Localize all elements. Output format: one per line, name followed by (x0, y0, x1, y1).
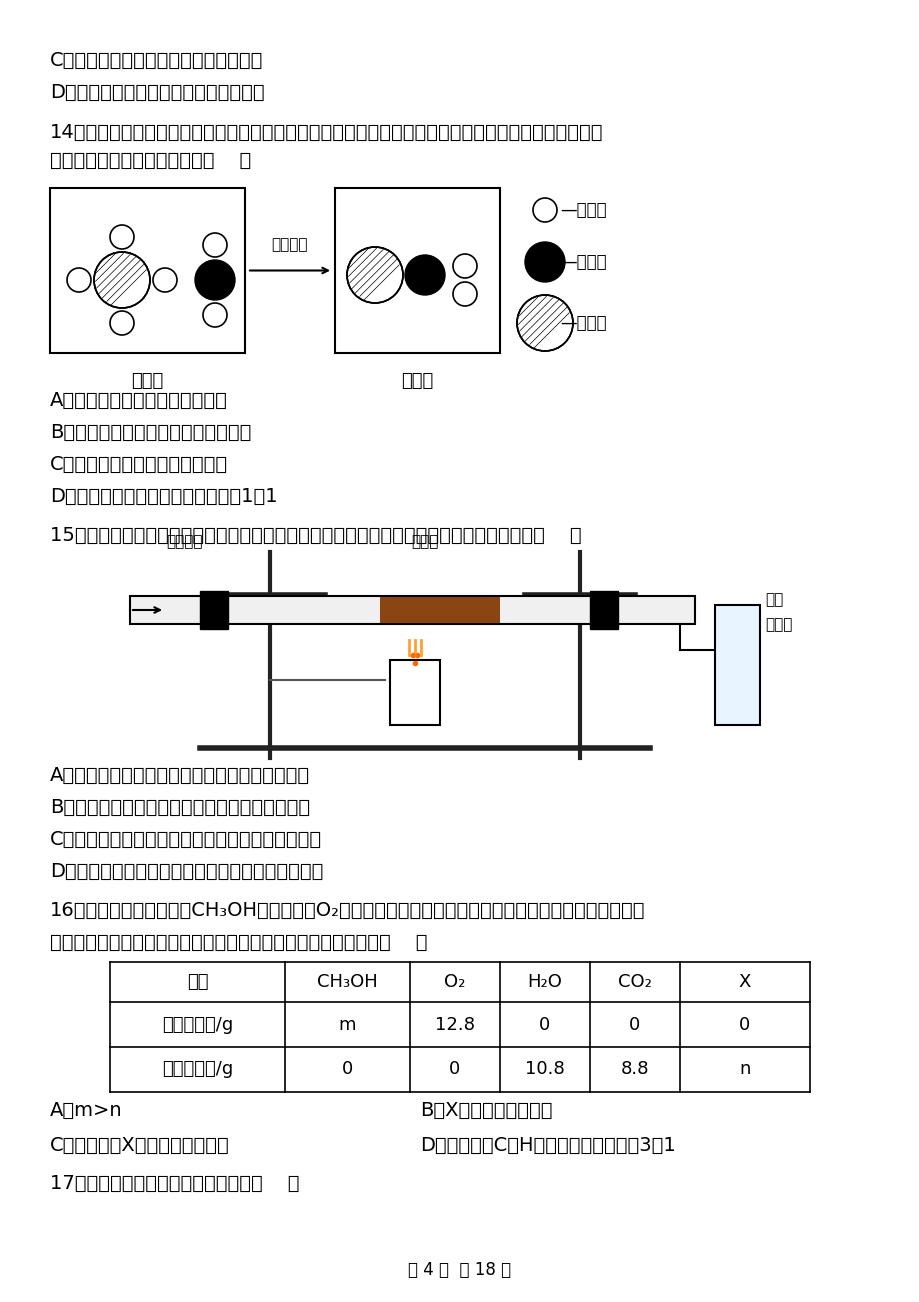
Text: —氢原子: —氢原子 (560, 201, 606, 219)
Text: 反应前质量/g: 反应前质量/g (162, 1016, 233, 1034)
Text: X: X (738, 973, 751, 991)
Circle shape (195, 260, 234, 299)
Circle shape (203, 233, 227, 256)
Circle shape (346, 247, 403, 303)
Text: CH₃OH: CH₃OH (317, 973, 378, 991)
Text: C．反应前后，元素种类发生改变: C．反应前后，元素种类发生改变 (50, 454, 228, 474)
Text: 8.8: 8.8 (620, 1061, 649, 1078)
Text: 15．如图所示是实验室利用一氧化碳还原氧化铁的装置图。关于该实验，下列说法错误的是（    ）: 15．如图所示是实验室利用一氧化碳还原氧化铁的装置图。关于该实验，下列说法错误的… (50, 526, 581, 544)
Circle shape (153, 268, 176, 292)
Text: 反应前: 反应前 (130, 372, 163, 391)
Text: 0: 0 (739, 1016, 750, 1034)
Text: D．生成物中C、H两种元素的质量比为3：1: D．生成物中C、H两种元素的质量比为3：1 (420, 1135, 675, 1155)
Text: 意图。下列有关说法正确的是（    ）: 意图。下列有关说法正确的是（ ） (50, 151, 251, 169)
Text: D．该反应中生成物的分子个数比为1：1: D．该反应中生成物的分子个数比为1：1 (50, 487, 278, 505)
Circle shape (516, 296, 573, 352)
Text: 一氧化碳: 一氧化碳 (166, 535, 203, 549)
Text: 12.8: 12.8 (435, 1016, 474, 1034)
Text: 氧化铁: 氧化铁 (411, 535, 438, 549)
Text: O₂: O₂ (444, 973, 465, 991)
Bar (50, 187, 244, 353)
Text: C．试管中澄清石灰水变浑浊，说明有二氧化碳生成: C．试管中澄清石灰水变浑浊，说明有二氧化碳生成 (50, 829, 322, 849)
Text: 一定条件: 一定条件 (271, 237, 308, 253)
Text: H₂O: H₂O (527, 973, 562, 991)
Text: A．该反应中氢元素的化合价升高: A．该反应中氢元素的化合价升高 (50, 391, 228, 410)
Bar (199, 591, 228, 629)
Text: 0: 0 (342, 1061, 353, 1078)
Circle shape (404, 255, 445, 296)
Bar (380, 598, 499, 622)
Text: 0: 0 (539, 1016, 550, 1034)
Bar (335, 187, 499, 353)
Text: m: m (338, 1016, 356, 1034)
Circle shape (452, 254, 476, 279)
Bar (130, 596, 694, 624)
Text: CO₂: CO₂ (618, 973, 652, 991)
Circle shape (110, 225, 134, 249)
Text: 10.8: 10.8 (525, 1061, 564, 1078)
Text: 物质: 物质 (187, 973, 208, 991)
Bar (589, 591, 618, 629)
Text: D．该反应实现了无机物和有机物的转化: D．该反应实现了无机物和有机物的转化 (50, 82, 265, 102)
Circle shape (67, 268, 91, 292)
Text: 第 4 页  共 18 页: 第 4 页 共 18 页 (408, 1262, 511, 1279)
Text: C．无法判断X中是否含有氧元素: C．无法判断X中是否含有氧元素 (50, 1135, 230, 1155)
Text: 反应后: 反应后 (401, 372, 433, 391)
Text: n: n (739, 1061, 750, 1078)
Text: 17．下列有关实验方案设计正确的是（    ）: 17．下列有关实验方案设计正确的是（ ） (50, 1173, 300, 1193)
Text: 澄清: 澄清 (765, 592, 782, 608)
Circle shape (110, 311, 134, 335)
Text: B．反应前后，原子种类、数目都不变: B．反应前后，原子种类、数目都不变 (50, 423, 251, 441)
Text: 各物质的质量，相关数据如下表所示。下列说法不符合事实的是（    ）: 各物质的质量，相关数据如下表所示。下列说法不符合事实的是（ ） (50, 932, 427, 952)
Text: 反应后质量/g: 反应后质量/g (162, 1061, 233, 1078)
Text: —碳原子: —碳原子 (560, 314, 606, 332)
Text: D．为了防止污染空气，该实验应增加尾气处理装置: D．为了防止污染空气，该实验应增加尾气处理装置 (50, 862, 323, 880)
Circle shape (203, 303, 227, 327)
Text: B．X中一定含有碳元素: B．X中一定含有碳元素 (420, 1100, 552, 1120)
Bar (390, 660, 439, 725)
Circle shape (94, 253, 150, 309)
Text: 16．将一定质量的甲醇（CH₃OH）和氧气（O₂）置于密闭容器中点燃，一段时间后反应停止，测得反应后: 16．将一定质量的甲醇（CH₃OH）和氧气（O₂）置于密闭容器中点燃，一段时间后… (50, 901, 645, 919)
Text: C．反应前后碳元素的化合价发生了改变: C．反应前后碳元素的化合价发生了改变 (50, 51, 263, 69)
Circle shape (452, 283, 476, 306)
Text: A．实验时可观察到玻璃管中红棕色粉末逐渐变黑: A．实验时可观察到玻璃管中红棕色粉末逐渐变黑 (50, 766, 310, 785)
Circle shape (525, 242, 564, 283)
Text: A．m>n: A．m>n (50, 1100, 122, 1120)
Text: 14．在宏观、微观和符号之间建立联系是化学学科的特点。如图是利用甲烷和水反应制取水煤气的微观示: 14．在宏观、微观和符号之间建立联系是化学学科的特点。如图是利用甲烷和水反应制取… (50, 122, 603, 142)
Text: 0: 0 (448, 1061, 460, 1078)
Text: B．反应后玻璃管中固体物质的质量较反应前增加: B．反应后玻璃管中固体物质的质量较反应前增加 (50, 798, 310, 816)
Circle shape (532, 198, 556, 223)
Text: —氧原子: —氧原子 (560, 253, 606, 271)
Bar (714, 605, 759, 725)
Text: 0: 0 (629, 1016, 640, 1034)
Text: 石灰水: 石灰水 (765, 617, 791, 633)
